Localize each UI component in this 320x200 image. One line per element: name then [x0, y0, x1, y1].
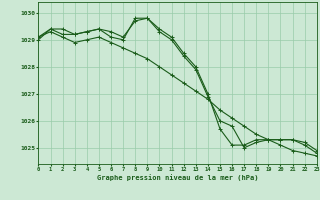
X-axis label: Graphe pression niveau de la mer (hPa): Graphe pression niveau de la mer (hPa)	[97, 174, 258, 181]
